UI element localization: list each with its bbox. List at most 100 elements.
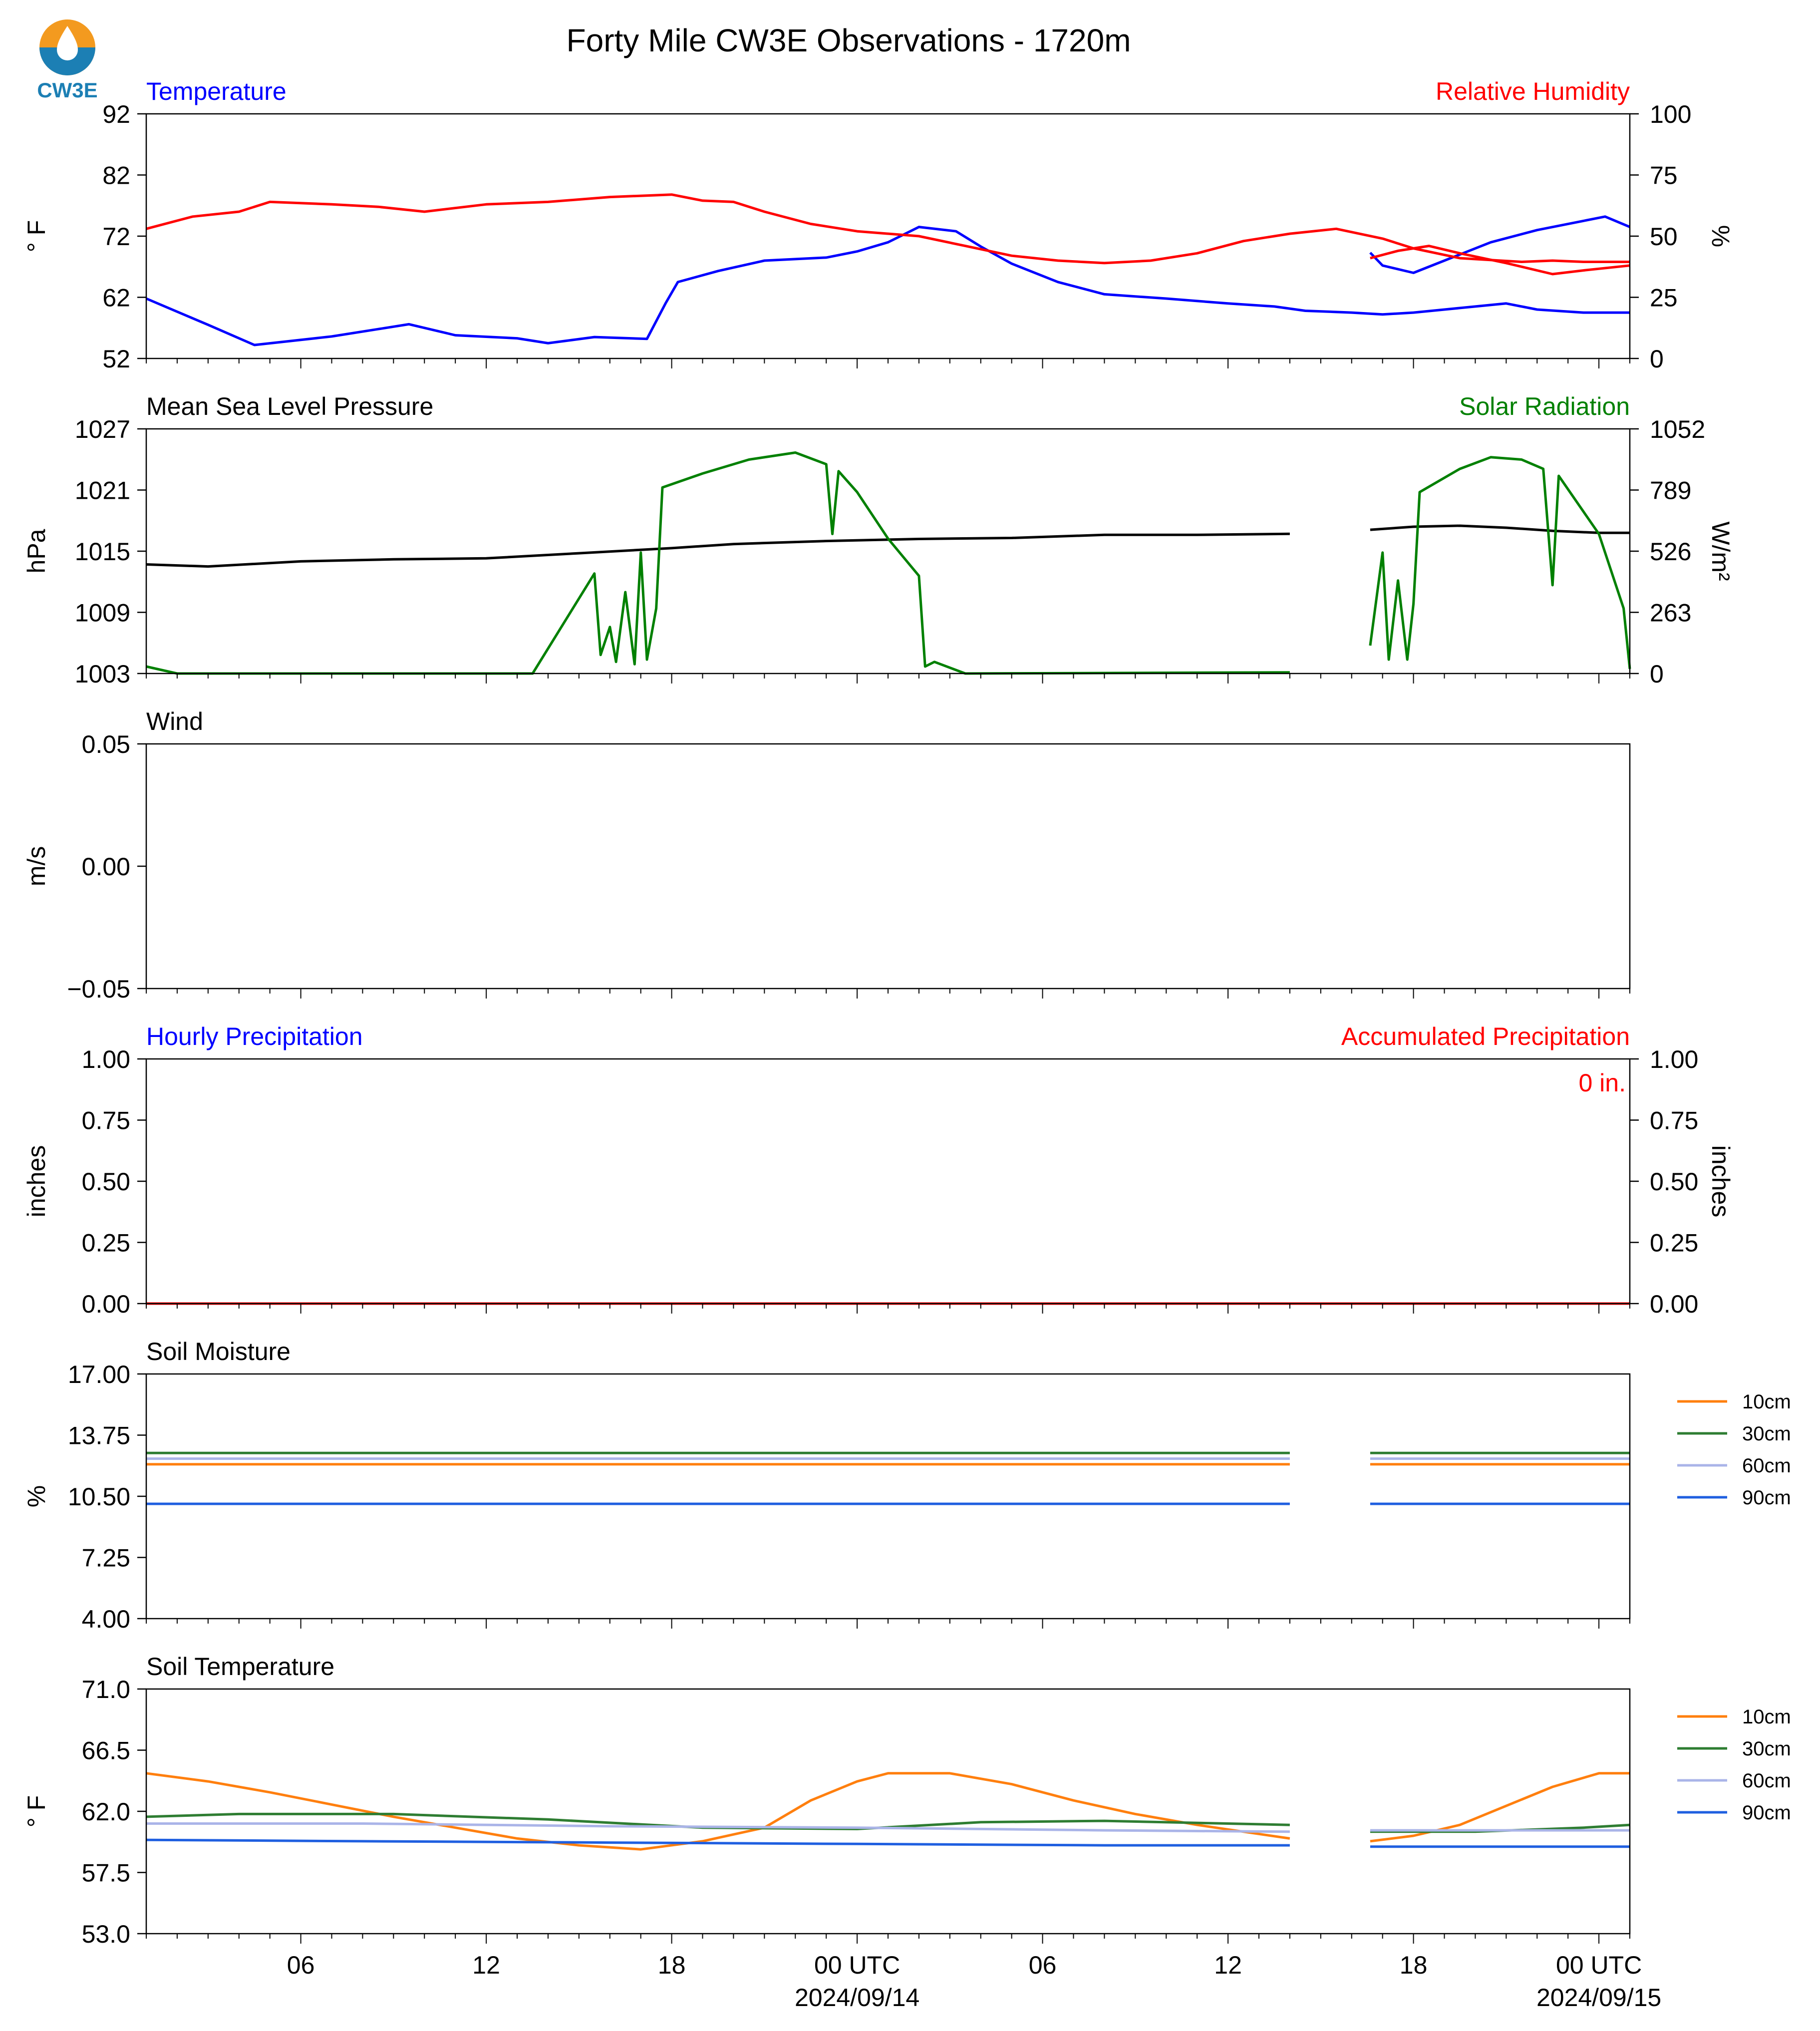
y-axis-label: m/s [22,846,50,887]
y-tick-label: 66.5 [82,1737,130,1765]
series-line-right-2 [146,193,1630,265]
x-tick-label: 12 [1214,1951,1242,1979]
panel-left-title: Temperature [146,77,287,105]
panel-soil-moisture: 17.00 13.75 10.50 7.25 4.00 Soil Moisture% 10c… [22,1338,1791,1633]
y-tick-label: 1015 [75,538,130,566]
y-tick-label: 17.00 [68,1360,130,1388]
y-right-tick-label: 50 [1650,223,1678,251]
panel-annotation: 0 in. [1578,1069,1626,1097]
x-tick-label: 12 [472,1951,500,1979]
legend-label-60cm: 60cm [1742,1770,1791,1792]
y-right-tick-label: 0 [1650,345,1664,373]
series-group [146,193,1630,346]
y-right-tick-label: 1.00 [1650,1045,1698,1073]
y-right-axis-label: inches [1707,1145,1735,1218]
y-axis-label: hPa [22,529,50,573]
x-tick-label: 00 UTC [1556,1951,1642,1979]
y-tick-label: 62.0 [82,1798,130,1826]
y-tick-label: 52 [102,345,130,373]
logo-text: CW3E [37,78,97,102]
panel-soil-temperature: 71.0 66.5 62.0 57.5 53.0 Soil Temperature ° F 1… [22,1653,1791,2012]
series-line-left-0 [146,226,1630,346]
y-tick-label: 0.00 [82,1290,130,1318]
y-axis-label: inches [22,1145,50,1218]
y-tick-label: 72 [102,223,130,251]
series-group [146,451,1631,675]
y-tick-label: 71.0 [82,1676,130,1703]
panel-precipitation: 1.00 0.75 0.50 0.25 0.00 1.00 0.75 0.50 0.25 0.00… [22,1022,1735,1318]
panel-left-title: Soil Temperature [146,1653,334,1681]
y-right-tick-label: 0.75 [1650,1107,1698,1135]
y-tick-label: 4.00 [82,1605,130,1633]
panel-left-title: Mean Sea Level Pressure [146,392,433,420]
y-tick-label: 0.50 [82,1168,130,1196]
legend-label-90cm: 90cm [1742,1802,1791,1824]
y-tick-label: 0.05 [82,730,130,758]
series-line-right-2 [146,451,1290,675]
y-right-tick-label: 789 [1650,477,1691,505]
y-axis-label: % [22,1485,50,1507]
y-right-tick-label: 0.50 [1650,1168,1698,1196]
cw3e-logo: CW3E [37,19,98,102]
panel-pressure-solar: 1027 1021 1015 1009 1003 1052 789 526 263 0 Mean S… [22,392,1735,688]
y-right-tick-label: 526 [1650,538,1691,566]
y-right-tick-label: 100 [1650,100,1691,128]
y-tick-label: 1003 [75,660,130,688]
series-line-90cm-6 [146,1838,1290,1847]
y-tick-label: 0.25 [82,1229,130,1257]
panel-right-title: Relative Humidity [1436,77,1630,105]
y-tick-label: 1.00 [82,1045,130,1073]
y-tick-label: 82 [102,162,130,190]
series-line-right-3 [1369,456,1631,669]
y-right-tick-label: 25 [1650,284,1678,312]
legend-label-90cm: 90cm [1742,1487,1791,1509]
y-right-tick-label: 1052 [1650,415,1705,443]
panel-left-title: Wind [146,707,203,735]
y-right-tick-label: 263 [1650,599,1691,627]
y-right-tick-label: 0.25 [1650,1229,1698,1257]
figure-title: Forty Mile CW3E Observations - 1720m [567,22,1131,58]
legend-label-60cm: 60cm [1742,1455,1791,1477]
y-axis-label: ° F [22,220,50,252]
x-tick-label: 06 [1029,1951,1057,1979]
series-group [146,1772,1630,1851]
y-tick-label: 62 [102,284,130,312]
y-axis-label: ° F [22,1795,50,1827]
legend-label-30cm: 30cm [1742,1423,1791,1445]
panel-left-title: Hourly Precipitation [146,1022,363,1050]
series-group [146,1451,1630,1505]
y-tick-label: 57.5 [82,1859,130,1887]
x-tick-label: 18 [658,1951,686,1979]
y-tick-label: 13.75 [68,1422,130,1450]
y-right-tick-label: 0 [1650,660,1664,688]
panel-wind: 0.05 0.00 −0.05 Wind m/s [22,707,1631,1003]
y-tick-label: 53.0 [82,1920,130,1948]
y-tick-label: 1009 [75,599,130,627]
series-line-left-1 [1369,215,1630,274]
panel-left-title: Soil Moisture [146,1338,291,1365]
x-tick-label: 06 [287,1951,315,1979]
x-tick-label: 00 UTC [814,1951,900,1979]
y-tick-label: 10.50 [68,1483,130,1511]
legend-label-10cm: 10cm [1742,1391,1791,1413]
series-line-10cm-1 [1370,1772,1630,1843]
y-right-tick-label: 0.00 [1650,1290,1698,1318]
y-tick-label: −0.05 [67,975,130,1003]
series-line-right-3 [1370,245,1630,276]
y-tick-label: 0.00 [82,853,130,881]
y-tick-label: 92 [102,100,130,128]
series-line-60cm-4 [146,1822,1290,1833]
panel-right-title: Accumulated Precipitation [1341,1022,1630,1050]
panel-temperature-rh: 92 82 72 62 52 100 75 50 25 0 Temperature Relative … [22,77,1735,373]
y-tick-label: 0.75 [82,1107,130,1135]
y-tick-label: 1021 [75,477,130,505]
x-date-label: 2024/09/15 [1536,1984,1661,2012]
series-line-left-0 [146,532,1290,568]
legend-label-10cm: 10cm [1742,1706,1791,1728]
x-date-label: 2024/09/14 [795,1984,919,2012]
x-tick-label: 18 [1400,1951,1428,1979]
water-drop-icon [57,26,78,60]
y-tick-label: 7.25 [82,1544,130,1572]
